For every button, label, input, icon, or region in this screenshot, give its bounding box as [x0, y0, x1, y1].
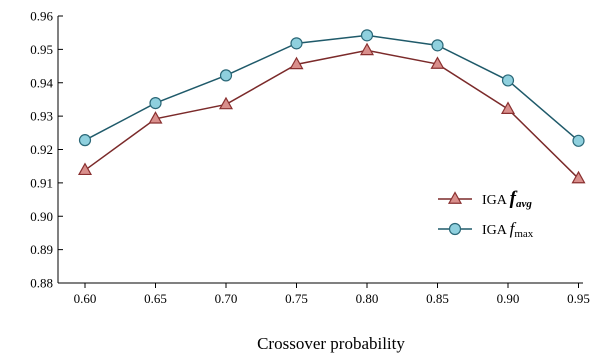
y-axis-ticks: 0.88 0.89 0.90 0.91 0.92 0.93 0.94 0.95 0.96: [30, 9, 63, 291]
y-tick-label: 0.88: [30, 276, 53, 291]
y-tick-label: 0.93: [30, 109, 53, 124]
series-max: [78, 29, 585, 147]
data-point-triangle: [77, 162, 93, 176]
data-point-triangle: [571, 170, 586, 184]
data-point-triangle: [289, 56, 304, 70]
y-tick-label: 0.91: [30, 175, 53, 190]
y-tick-label: 0.89: [30, 242, 53, 257]
series-line: [84, 49, 580, 180]
x-axis-title: Crossover probability: [257, 334, 405, 353]
x-tick-label: 0.80: [356, 291, 379, 306]
data-point-circle: [501, 74, 515, 87]
series-layer: [77, 29, 586, 184]
x-tick-label: 0.75: [285, 291, 308, 306]
data-point-triangle: [148, 111, 163, 124]
data-point-triangle: [359, 42, 375, 56]
data-point-circle: [149, 97, 162, 110]
data-point-triangle: [447, 191, 463, 204]
legend-label: IGA favg: [482, 188, 532, 210]
x-tick-label: 0.95: [567, 291, 590, 306]
data-point-circle: [360, 29, 374, 42]
series-avg: [77, 42, 586, 184]
legend-item-max: IGA fmax: [438, 219, 534, 240]
legend: IGA favg IGA fmax: [438, 188, 534, 240]
legend-label: IGA fmax: [482, 219, 534, 240]
x-tick-label: 0.65: [144, 291, 167, 306]
data-point-circle: [78, 134, 92, 147]
data-point-circle: [448, 222, 462, 236]
data-point-circle: [572, 134, 585, 147]
x-tick-label: 0.85: [426, 291, 449, 306]
series-line: [84, 34, 579, 142]
legend-item-avg: IGA favg: [438, 188, 532, 210]
x-axis-ticks: 0.60 0.65 0.70 0.75 0.80 0.85 0.90 0.95: [74, 283, 590, 306]
y-tick-label: 0.90: [30, 209, 53, 224]
data-point-triangle: [500, 101, 516, 114]
x-tick-label: 0.70: [215, 291, 238, 306]
x-tick-label: 0.90: [497, 291, 520, 306]
chart-axes: [57, 16, 583, 284]
y-tick-label: 0.94: [30, 75, 53, 90]
x-tick-label: 0.60: [74, 291, 97, 306]
data-point-triangle: [430, 56, 445, 69]
y-tick-label: 0.96: [30, 9, 53, 24]
data-point-circle: [290, 37, 303, 50]
data-point-circle: [431, 39, 444, 52]
data-point-triangle: [218, 96, 234, 110]
data-point-circle: [219, 69, 233, 82]
y-tick-label: 0.92: [30, 142, 53, 157]
y-tick-label: 0.95: [30, 42, 53, 57]
